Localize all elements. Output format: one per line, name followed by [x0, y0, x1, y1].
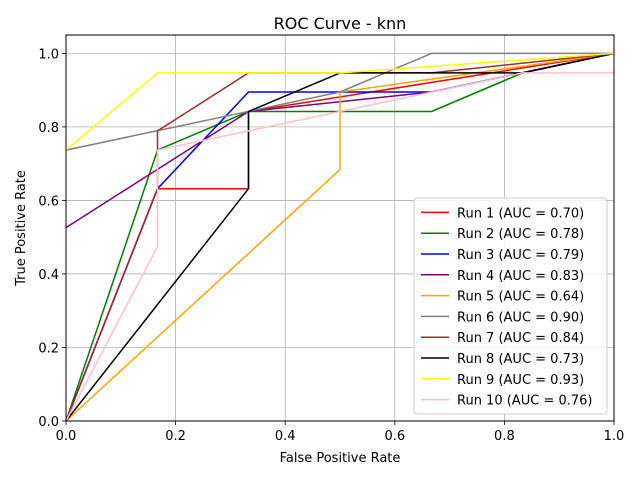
legend-label-run-6: Run 6 (AUC = 0.90) [457, 310, 584, 325]
x-axis-label: False Positive Rate [280, 451, 401, 466]
chart-title: ROC Curve - knn [274, 14, 407, 33]
x-tick-label: 0.8 [494, 429, 515, 444]
legend-label-run-7: Run 7 (AUC = 0.84) [457, 331, 584, 346]
x-tick-label: 0.4 [275, 429, 296, 444]
series-line-run-8 [65, 52, 615, 422]
x-tick-label: 0.0 [56, 429, 77, 444]
legend-label-run-9: Run 9 (AUC = 0.93) [457, 373, 584, 388]
series-line-run-10 [65, 72, 614, 422]
axis-ticks: 0.0 0.2 0.4 0.6 0.8 1.0 0.0 0.2 0.4 0.6 0.8 1.0 [38, 47, 624, 444]
legend: Run 1 (AUC = 0.70) Run 2 (AUC = 0.78) Run … [413, 197, 608, 415]
y-tick-label: 0.8 [38, 121, 59, 136]
y-tick-label: 0.2 [38, 341, 59, 356]
legend-label-run-10: Run 10 (AUC = 0.76) [457, 394, 592, 409]
legend-box [413, 197, 608, 415]
series-line-run-7 [65, 52, 615, 422]
x-tick-label: 0.6 [384, 429, 405, 444]
y-tick-label: 0.0 [38, 415, 59, 430]
x-tick-label: 1.0 [604, 429, 625, 444]
legend-label-run-1: Run 1 (AUC = 0.70) [457, 206, 584, 221]
y-tick-label: 1.0 [38, 47, 59, 62]
legend-label-run-5: Run 5 (AUC = 0.64) [457, 290, 584, 305]
legend-label-run-8: Run 8 (AUC = 0.73) [457, 352, 584, 367]
y-axis-label: True Positive Rate [14, 170, 29, 287]
legend-label-run-3: Run 3 (AUC = 0.79) [457, 248, 584, 263]
y-tick-label: 0.4 [38, 268, 59, 283]
series-line-run-9 [65, 52, 615, 151]
series-lines [65, 52, 615, 422]
x-tick-label: 0.2 [165, 429, 186, 444]
legend-label-run-4: Run 4 (AUC = 0.83) [457, 269, 584, 284]
plot-frame [65, 34, 615, 422]
y-tick-label: 0.6 [38, 194, 59, 209]
legend-label-run-2: Run 2 (AUC = 0.78) [457, 227, 584, 242]
